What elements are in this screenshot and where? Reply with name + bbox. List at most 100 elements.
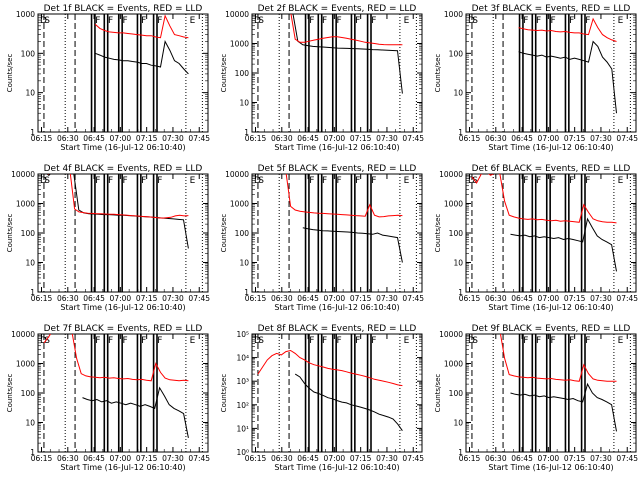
- y-axis-label: Counts/sec: [6, 54, 14, 93]
- series-line-lld: [290, 14, 403, 46]
- x-tick-label: 06:15: [459, 454, 481, 463]
- chart-title: Det 4f BLACK = Events, RED = LLD: [44, 164, 203, 174]
- chart-title: Det 7f BLACK = Events, RED = LLD: [44, 324, 203, 334]
- series-line-lld: [94, 14, 189, 39]
- y-tick-label: 1: [244, 128, 249, 137]
- x-tick-label: 07:15: [136, 134, 158, 143]
- x-tick-label: 07:00: [110, 294, 132, 303]
- y-axis-label: Counts/sec: [434, 374, 442, 413]
- series-line-events: [510, 217, 617, 272]
- plot-frame: [465, 13, 637, 133]
- region-label: F: [585, 16, 590, 26]
- x-tick-label: 07:30: [376, 454, 398, 463]
- region-label: D: [40, 16, 47, 26]
- region-label: F: [355, 16, 360, 26]
- y-tick-label: 10: [239, 99, 249, 108]
- y-tick-label: 1000: [16, 10, 35, 19]
- y-axis-label: Counts/sec: [434, 214, 442, 253]
- y-tick-label: 100: [449, 49, 464, 58]
- x-tick-label: 07:45: [616, 294, 638, 303]
- y-tick-label: 10000: [11, 330, 35, 339]
- y-tick-label: 10: [453, 259, 463, 268]
- region-label: F: [322, 16, 327, 26]
- x-tick-label: 07:00: [324, 454, 346, 463]
- y-tick-label: 100: [21, 229, 36, 238]
- x-tick-label: 06:45: [83, 294, 105, 303]
- region-label: F: [141, 16, 146, 26]
- y-axis-label: Counts/sec: [220, 54, 228, 93]
- region-label: F: [322, 336, 327, 346]
- region-label: F: [336, 16, 341, 26]
- x-tick-label: 07:30: [162, 294, 184, 303]
- region-label: F: [536, 16, 541, 26]
- x-tick-label: 06:15: [31, 134, 53, 143]
- chart-panel-4: Det 4f BLACK = Events, RED = LLD Counts/s…: [6, 164, 210, 312]
- x-tick-label: 07:30: [590, 294, 612, 303]
- series-line-events: [82, 386, 189, 438]
- x-tick-label: 06:45: [83, 454, 105, 463]
- y-tick-label: 1000: [16, 200, 35, 209]
- region-label: F: [108, 16, 113, 26]
- region-label: F: [585, 336, 590, 346]
- x-tick-label: 06:45: [83, 134, 105, 143]
- x-tick-label: 07:30: [376, 134, 398, 143]
- y-tick-label: 10000: [439, 170, 463, 179]
- chart-panel-8: Det 8f BLACK = Events, RED = LLD Counts/s…: [220, 324, 424, 472]
- region-label: F: [536, 336, 541, 346]
- region-label: F: [95, 176, 100, 186]
- y-tick-label: 10: [25, 259, 35, 268]
- series-line-lld: [47, 174, 189, 219]
- region-label: F: [95, 336, 100, 346]
- x-tick-label: 06:30: [57, 454, 79, 463]
- region-label: F: [371, 336, 376, 346]
- region-label: S: [258, 16, 264, 26]
- x-tick-label: 06:45: [511, 134, 533, 143]
- region-label: F: [157, 16, 162, 26]
- x-axis-label: Start Time (16-Jul-12 06:10:40): [274, 463, 399, 472]
- region-label: F: [523, 336, 528, 346]
- x-tick-label: 07:45: [188, 134, 210, 143]
- plot-frame: [37, 13, 209, 133]
- region-label: S: [258, 176, 264, 186]
- region-label: E: [190, 336, 196, 346]
- x-tick-label: 07:45: [188, 294, 210, 303]
- region-label: E: [404, 16, 410, 26]
- y-tick-label: 10⁴: [236, 354, 249, 363]
- x-tick-label: 06:30: [57, 134, 79, 143]
- y-tick-label: 10000: [225, 10, 249, 19]
- region-label: F: [550, 176, 555, 186]
- region-label: F: [550, 336, 555, 346]
- x-tick-label: 06:30: [57, 294, 79, 303]
- x-tick-label: 06:30: [485, 454, 507, 463]
- x-tick-label: 07:45: [616, 454, 638, 463]
- region-label: S: [472, 336, 478, 346]
- y-tick-label: 100: [235, 69, 250, 78]
- y-tick-label: 100: [449, 389, 464, 398]
- region-label: F: [309, 336, 314, 346]
- y-tick-label: 1: [458, 448, 463, 457]
- x-axis-label: Start Time (16-Jul-12 06:10:40): [488, 143, 613, 152]
- region-label: D: [468, 176, 475, 186]
- y-tick-label: 1: [30, 288, 35, 297]
- region-label: F: [371, 16, 376, 26]
- y-tick-label: 10²: [236, 401, 249, 410]
- region-label: F: [309, 16, 314, 26]
- chart-title: Det 8f BLACK = Events, RED = LLD: [258, 324, 417, 334]
- region-label: E: [190, 176, 196, 186]
- x-tick-label: 06:45: [511, 294, 533, 303]
- y-tick-label: 1: [30, 448, 35, 457]
- x-tick-label: 07:15: [564, 134, 586, 143]
- x-axis-label: Start Time (16-Jul-12 06:10:40): [488, 463, 613, 472]
- x-tick-label: 07:15: [350, 134, 372, 143]
- y-tick-label: 10: [453, 419, 463, 428]
- region-label: E: [618, 16, 624, 26]
- region-label: D: [254, 16, 261, 26]
- region-label: E: [404, 336, 410, 346]
- y-tick-label: 1000: [230, 200, 249, 209]
- x-tick-label: 06:15: [459, 294, 481, 303]
- series-line-lld: [43, 334, 189, 382]
- chart-title: Det 3f BLACK = Events, RED = LLD: [472, 4, 631, 14]
- region-label: F: [569, 336, 574, 346]
- x-tick-label: 07:00: [110, 454, 132, 463]
